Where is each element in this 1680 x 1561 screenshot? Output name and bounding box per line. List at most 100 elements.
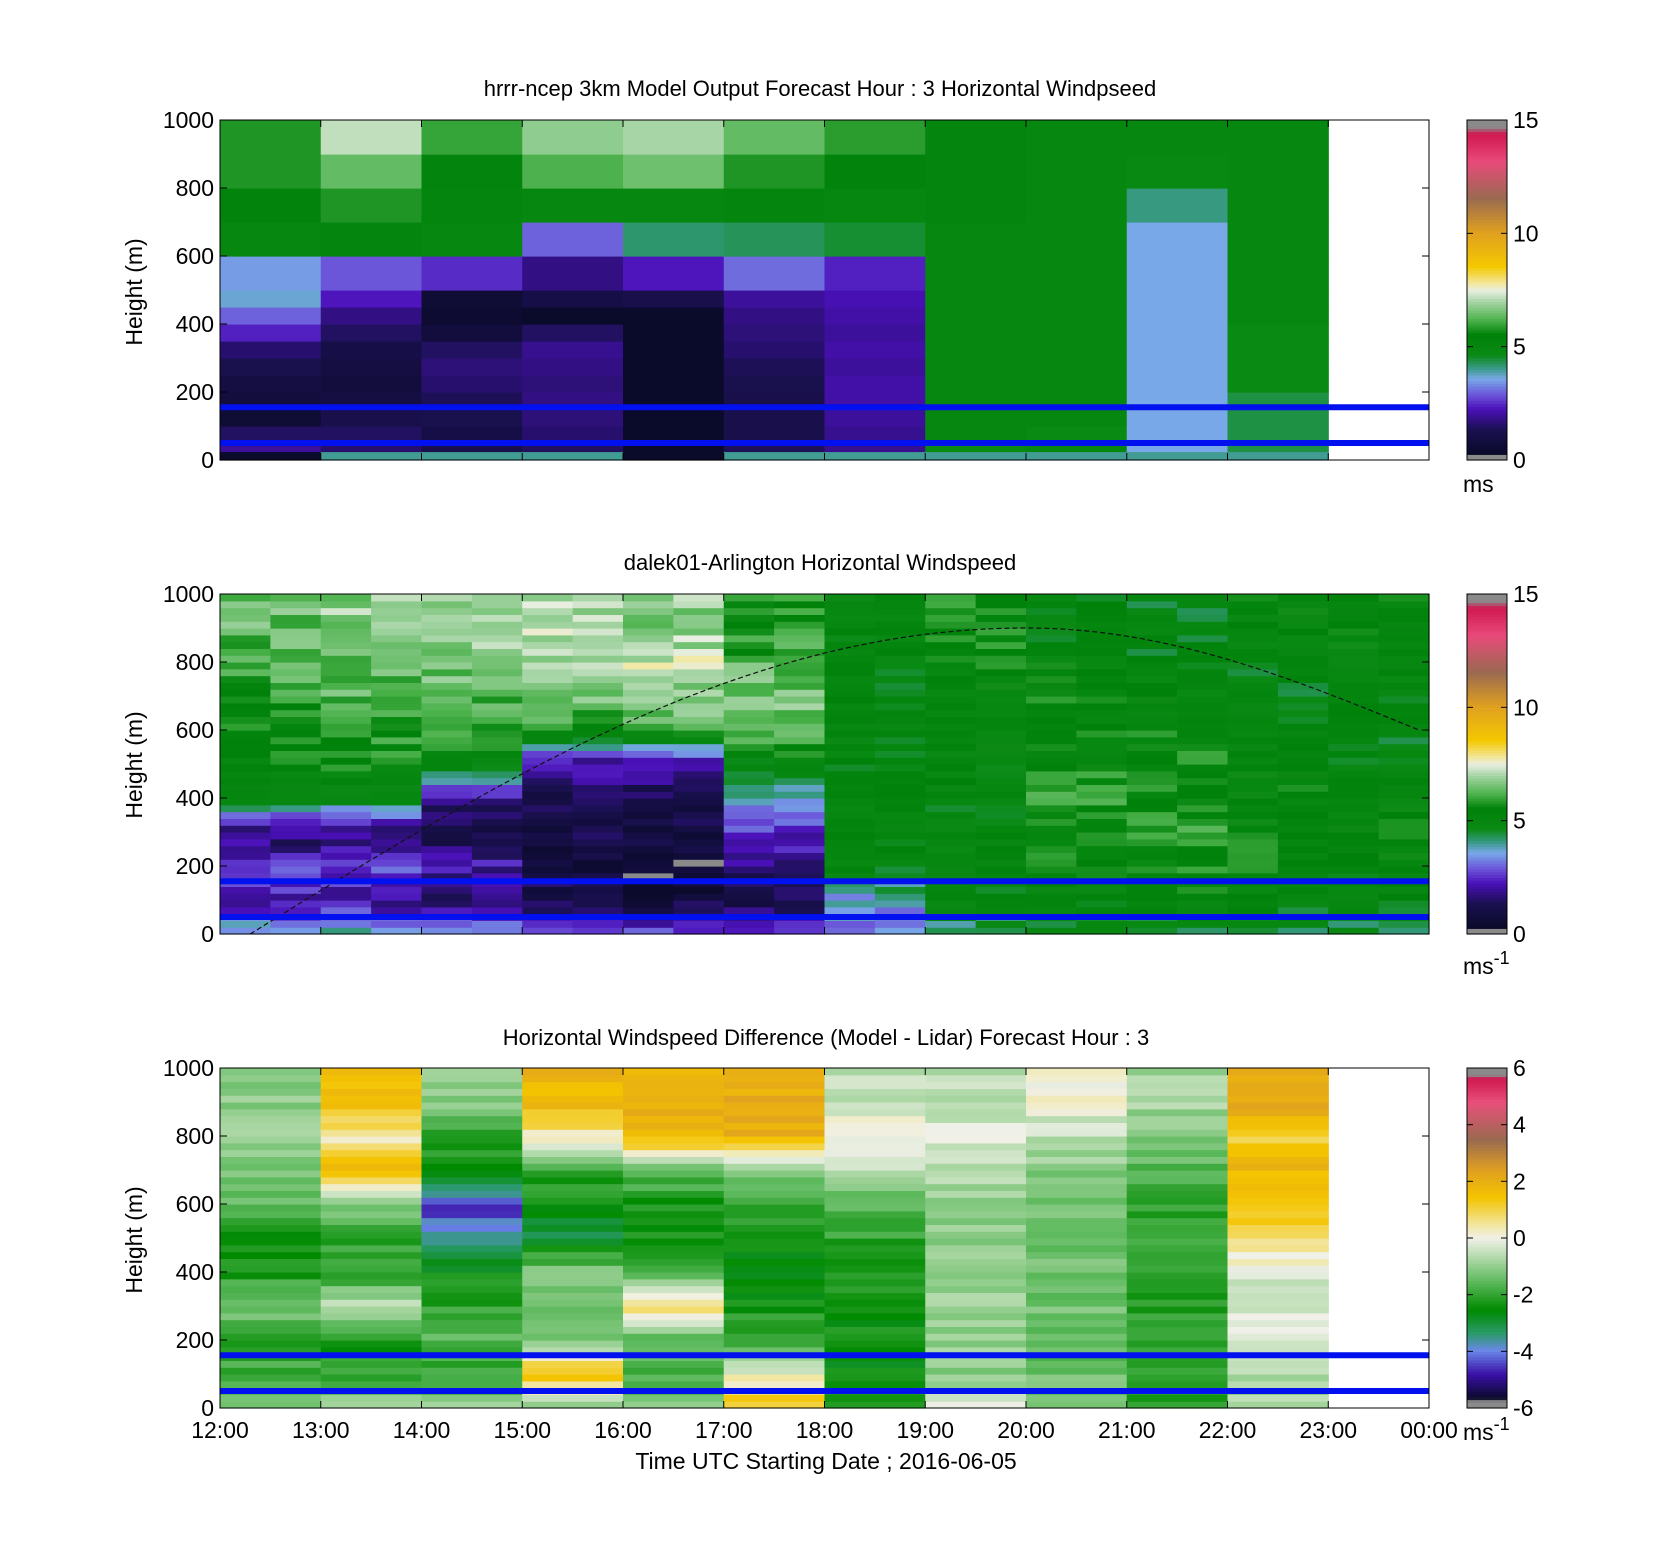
heatmap-cell — [925, 1265, 1027, 1273]
heatmap-cell — [975, 723, 1027, 731]
heatmap-cell — [1227, 1108, 1329, 1117]
heatmap-cell — [673, 716, 725, 724]
heatmap-cell — [774, 689, 826, 697]
colorbar-swatch — [1467, 769, 1507, 774]
colorbar-swatch — [1467, 1257, 1507, 1262]
boundary-layer-curve — [249, 627, 1420, 935]
heatmap-cell — [1126, 1204, 1229, 1212]
heatmap-cell — [572, 709, 624, 717]
colorbar-swatch — [1467, 931, 1507, 935]
heatmap-cell — [925, 668, 977, 677]
colorbar-swatch — [1467, 653, 1507, 657]
heatmap-cell — [824, 1224, 926, 1232]
heatmap-cell — [774, 709, 826, 717]
heatmap-cell — [1076, 730, 1128, 738]
heatmap-cell — [1177, 900, 1229, 908]
heatmap-column — [522, 594, 574, 935]
heatmap-cell — [522, 1340, 624, 1348]
heatmap-cell — [471, 770, 523, 779]
heatmap-cell — [1328, 702, 1380, 711]
heatmap-cell — [1328, 832, 1380, 840]
heatmap-cell — [1126, 1217, 1229, 1225]
heatmap-cell — [723, 409, 826, 427]
colorbar-swatch — [1467, 664, 1507, 669]
heatmap-cell — [471, 825, 523, 833]
heatmap-cell — [824, 845, 876, 853]
heatmap-cell — [1378, 709, 1430, 717]
heatmap-cell — [270, 709, 322, 717]
heatmap-column — [925, 1068, 1027, 1409]
colorbar-swatch — [1467, 1396, 1507, 1401]
heatmap-cell — [723, 689, 775, 697]
heatmap-cell — [925, 1129, 1027, 1137]
colorbar-swatch — [1467, 122, 1507, 127]
heatmap-cell — [421, 1374, 523, 1382]
colorbar-swatch — [1467, 394, 1507, 399]
heatmap-cell — [623, 852, 674, 860]
heatmap-cell — [925, 900, 977, 908]
colorbar-swatch — [1467, 1314, 1507, 1318]
heatmap-cell — [673, 675, 725, 683]
heatmap-cell — [1227, 1401, 1329, 1409]
heatmap-cell — [1026, 1265, 1128, 1273]
colorbar-swatch — [1467, 457, 1507, 461]
heatmap-cell — [1126, 845, 1178, 853]
heatmap-cell — [1126, 1367, 1229, 1375]
colorbar-swatch — [1467, 752, 1507, 757]
heatmap-cell — [1227, 784, 1279, 792]
heatmap-cell — [623, 723, 674, 731]
heatmap-cell — [723, 1108, 826, 1117]
heatmap-cell — [320, 1367, 423, 1375]
heatmap-cell — [320, 838, 372, 847]
heatmap-cell — [1026, 1136, 1128, 1144]
heatmap-cell — [320, 641, 372, 649]
heatmap-cell — [723, 188, 826, 223]
heatmap-cell — [320, 1163, 423, 1171]
heatmap-cell — [824, 1285, 926, 1293]
heatmap-cell — [1328, 804, 1380, 813]
heatmap-cell — [824, 716, 876, 724]
colorbar-swatch — [1467, 724, 1507, 728]
heatmap-cell — [1177, 614, 1229, 622]
heatmap-cell — [824, 1278, 926, 1287]
colorbar-swatch — [1467, 386, 1507, 390]
heatmap-cell — [1076, 852, 1128, 860]
colorbar-swatch — [1467, 1306, 1507, 1310]
heatmap-cell — [623, 1326, 725, 1334]
heatmap-cell — [824, 682, 876, 690]
heatmap-cell — [925, 750, 977, 758]
colorbar-swatch — [1467, 681, 1507, 686]
heatmap-cell — [220, 614, 271, 622]
heatmap-cell — [925, 927, 977, 935]
heatmap-cell — [320, 900, 372, 908]
heatmap-cell — [421, 120, 523, 155]
heatmap-cell — [1026, 900, 1077, 908]
heatmap-cell — [1328, 689, 1380, 697]
heatmap-cell — [975, 614, 1027, 622]
heatmap-cell — [1026, 358, 1128, 376]
colorbar-swatch — [1467, 900, 1507, 904]
heatmap-cell — [975, 716, 1027, 724]
heatmap-cell — [270, 750, 322, 758]
heatmap-cell — [824, 426, 926, 444]
heatmap-cell — [723, 852, 775, 860]
colorbar-swatch — [1467, 1376, 1507, 1381]
colorbar-swatch — [1467, 307, 1507, 311]
colorbar-swatch — [1467, 1181, 1507, 1185]
heatmap-cell — [471, 655, 523, 663]
heatmap-cell — [371, 716, 423, 724]
heatmap-cell — [723, 1244, 826, 1253]
colorbar-swatch — [1467, 863, 1507, 867]
heatmap-cell — [220, 1401, 322, 1409]
heatmap-cell — [824, 358, 926, 376]
heatmap-cell — [673, 852, 725, 860]
heatmap-cell — [1328, 675, 1380, 683]
heatmap-cell — [1378, 784, 1430, 792]
heatmap-cell — [723, 1299, 826, 1307]
heatmap-cell — [320, 648, 372, 656]
heatmap-cell — [824, 804, 876, 813]
colorbar-swatch — [1467, 219, 1507, 223]
heatmap-cell — [421, 906, 473, 915]
colorbar-swatch — [1467, 1119, 1507, 1123]
heatmap-cell — [925, 662, 977, 670]
